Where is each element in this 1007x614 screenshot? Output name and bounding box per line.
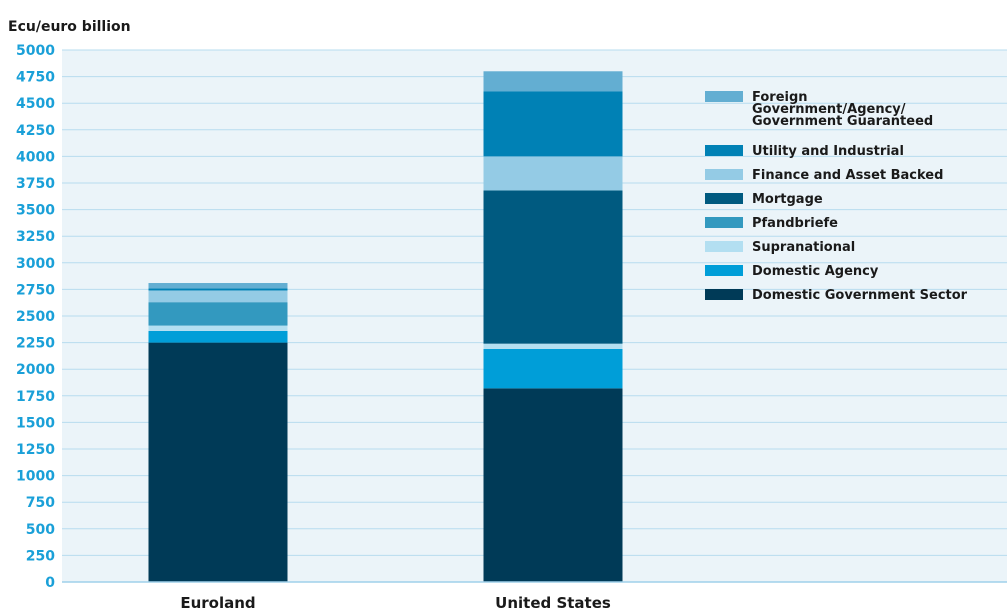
y-tick-label: 250	[26, 548, 55, 564]
y-tick-labels: 0 250 500 750 1000 1250 1500 1750 2000 2250 2500 27…	[16, 43, 55, 591]
bar-segment	[148, 342, 288, 582]
y-tick-label: 1500	[16, 415, 55, 431]
bars	[148, 71, 623, 582]
y-tick-label: 2000	[16, 362, 55, 378]
legend-label: Finance and Asset Backed	[752, 168, 943, 183]
legend-swatch	[705, 289, 743, 300]
y-axis-label: Ecu/euro billion	[8, 19, 131, 35]
y-tick-label: 2250	[16, 336, 55, 352]
bar-segment	[148, 325, 288, 331]
y-tick-label: 3250	[16, 229, 55, 245]
legend-label: Domestic Agency	[752, 264, 879, 279]
legend-label: Pfandbriefe	[752, 216, 838, 231]
bar-segment	[483, 388, 623, 582]
legend-label: Supranational	[752, 240, 855, 255]
bar-segment	[148, 290, 288, 303]
legend-label: Mortgage	[752, 192, 823, 207]
bar-segment	[148, 330, 288, 343]
legend-swatch	[705, 193, 743, 204]
y-tick-label: 500	[26, 522, 55, 538]
y-tick-label: 1000	[16, 469, 55, 485]
y-tick-label: 2750	[16, 282, 55, 298]
bar-segment	[483, 348, 623, 389]
bar-segment	[483, 156, 623, 191]
bar-segment	[148, 288, 288, 291]
legend-swatch	[705, 145, 743, 156]
x-tick-label: Euroland	[180, 594, 255, 612]
legend-swatch	[705, 217, 743, 228]
x-tick-labels: Euroland United States	[180, 594, 611, 612]
y-tick-label: 4750	[16, 70, 55, 86]
y-tick-label: 2500	[16, 309, 55, 325]
bar-segment	[483, 343, 623, 349]
bar-segment	[148, 283, 288, 289]
y-tick-label: 1250	[16, 442, 55, 458]
legend-label: Utility and Industrial	[752, 144, 904, 159]
y-tick-label: 4250	[16, 123, 55, 139]
legend-swatch	[705, 169, 743, 180]
y-tick-label: 1750	[16, 389, 55, 405]
y-tick-label: 0	[45, 575, 55, 591]
y-tick-label: 3000	[16, 256, 55, 272]
legend-label: Domestic Government Sector	[752, 288, 968, 303]
y-tick-label: 4000	[16, 149, 55, 165]
y-tick-label: 3500	[16, 203, 55, 219]
y-tick-label: 3750	[16, 176, 55, 192]
legend-swatch	[705, 241, 743, 252]
bar-segment	[483, 190, 623, 344]
y-tick-label: 4500	[16, 96, 55, 112]
x-tick-label: United States	[495, 594, 611, 612]
bar-segment	[483, 71, 623, 92]
bar-segment	[148, 302, 288, 326]
legend: Foreign Government/Agency/Government Guar…	[705, 90, 968, 303]
legend-swatch	[705, 91, 743, 102]
y-tick-label: 5000	[16, 43, 55, 59]
legend-swatch	[705, 265, 743, 276]
bar-segment	[483, 91, 623, 157]
y-tick-label: 750	[26, 495, 55, 511]
legend-label: Foreign Government/Agency/Government Guar…	[752, 90, 933, 129]
